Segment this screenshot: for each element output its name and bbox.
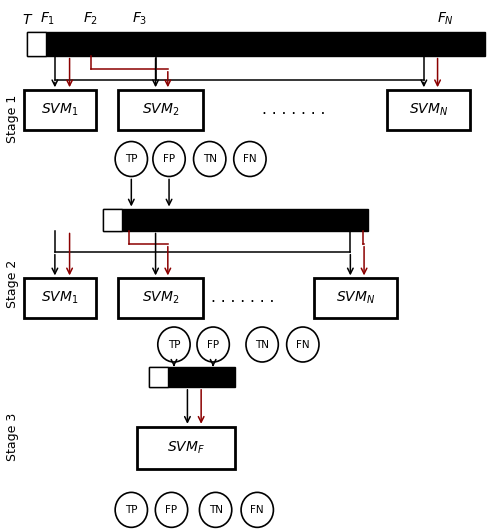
Circle shape (287, 327, 319, 362)
Text: TN: TN (209, 505, 222, 515)
Text: $F_2$: $F_2$ (83, 10, 98, 27)
Bar (387, 90, 470, 130)
Bar (149, 367, 168, 387)
Text: TN: TN (203, 154, 217, 164)
Text: TP: TP (168, 340, 180, 349)
Text: $SVM_1$: $SVM_1$ (41, 102, 78, 118)
Bar (27, 32, 485, 56)
Text: $SVM_N$: $SVM_N$ (409, 102, 448, 118)
Bar (149, 367, 235, 387)
Circle shape (194, 142, 226, 176)
Text: FP: FP (166, 505, 177, 515)
Text: FP: FP (207, 340, 219, 349)
Text: TN: TN (255, 340, 269, 349)
Text: TP: TP (125, 505, 138, 515)
Bar (24, 278, 96, 318)
Circle shape (246, 327, 278, 362)
Text: $SVM_1$: $SVM_1$ (41, 290, 78, 306)
Text: . . . . . . .: . . . . . . . (211, 290, 274, 305)
Text: Stage 3: Stage 3 (6, 413, 19, 462)
Text: FN: FN (296, 340, 310, 349)
Text: FN: FN (250, 505, 264, 515)
Bar (103, 209, 122, 231)
Circle shape (115, 142, 147, 176)
Bar (137, 427, 235, 469)
Text: FN: FN (243, 154, 257, 164)
Circle shape (199, 492, 232, 527)
Circle shape (234, 142, 266, 176)
Circle shape (115, 492, 147, 527)
Text: Stage 2: Stage 2 (6, 259, 19, 308)
Circle shape (197, 327, 229, 362)
Text: FP: FP (163, 154, 175, 164)
Text: $T$: $T$ (22, 13, 34, 26)
Circle shape (153, 142, 185, 176)
Text: TP: TP (125, 154, 138, 164)
Bar (27, 32, 46, 56)
Circle shape (158, 327, 190, 362)
Bar (103, 209, 368, 231)
Circle shape (155, 492, 188, 527)
Bar (24, 90, 96, 130)
Text: $SVM_2$: $SVM_2$ (142, 102, 179, 118)
Circle shape (241, 492, 273, 527)
Text: $F_N$: $F_N$ (438, 10, 454, 27)
Text: $F_3$: $F_3$ (132, 10, 147, 27)
Text: $F_1$: $F_1$ (40, 10, 56, 27)
Text: $SVM_2$: $SVM_2$ (142, 290, 179, 306)
Text: Stage 1: Stage 1 (6, 95, 19, 144)
Bar (118, 278, 203, 318)
Bar (118, 90, 203, 130)
Text: $SVM_F$: $SVM_F$ (167, 440, 205, 456)
Text: $SVM_N$: $SVM_N$ (336, 290, 375, 306)
Bar (314, 278, 397, 318)
Text: . . . . . . .: . . . . . . . (262, 102, 326, 117)
